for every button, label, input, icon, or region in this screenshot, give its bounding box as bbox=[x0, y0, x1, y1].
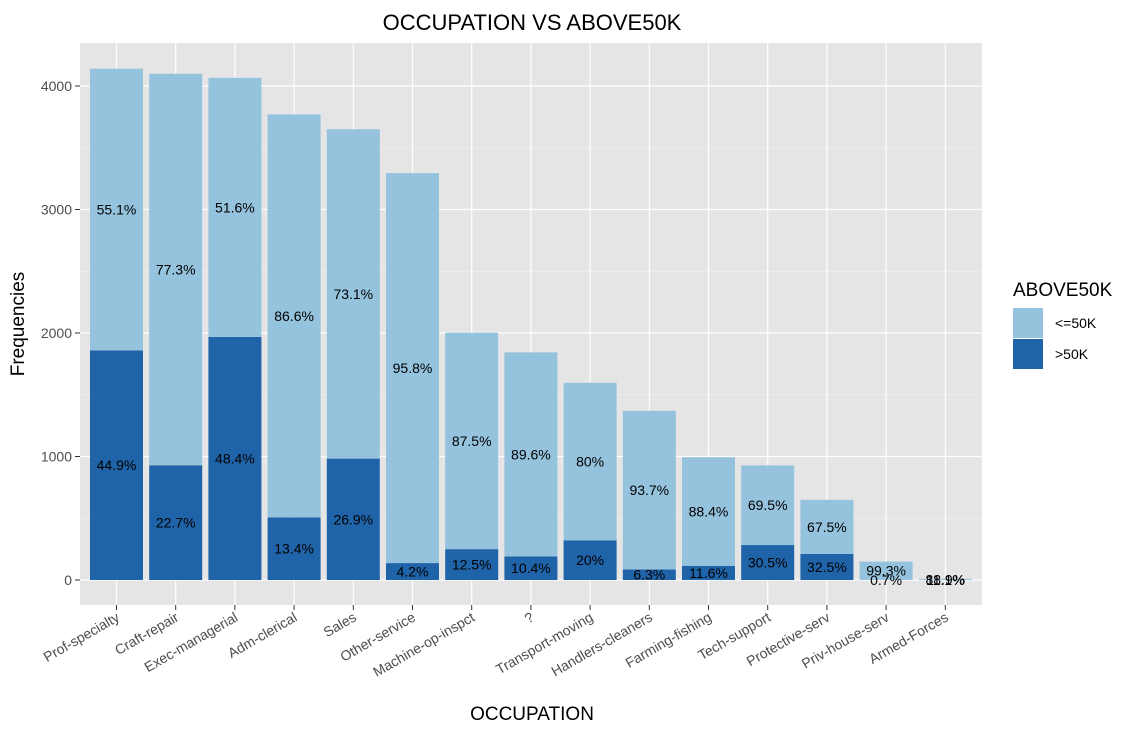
bar-label-above50k: 4.2% bbox=[397, 564, 429, 580]
y-axis-title: Frequencies bbox=[8, 272, 29, 377]
bar-label-above50k: 6.3% bbox=[633, 567, 665, 583]
bar-below50k-3 bbox=[267, 114, 321, 518]
bar-above50k-3 bbox=[267, 517, 321, 580]
bar-above50k-0 bbox=[90, 350, 143, 580]
bar-label-below50k: 51.6% bbox=[215, 199, 255, 215]
bar-below50k-5 bbox=[386, 173, 439, 564]
bar-above50k-2 bbox=[208, 336, 262, 580]
y-tick-label: 0 bbox=[64, 572, 72, 588]
x-tick-label: Sales bbox=[320, 609, 358, 640]
bar-label-above50k: 12.5% bbox=[452, 557, 492, 573]
y-axis: 0 1000 2000 3000 4000 bbox=[41, 78, 80, 588]
bar-above50k-8 bbox=[563, 540, 617, 580]
bar-below50k-7 bbox=[504, 352, 558, 557]
bar-label-above50k: 0.7% bbox=[870, 572, 902, 588]
y-tick-label: 1000 bbox=[41, 449, 72, 465]
bar-below50k-4 bbox=[326, 129, 380, 459]
legend-title: ABOVE50K bbox=[1013, 280, 1113, 301]
bar-above50k-12 bbox=[800, 553, 854, 580]
bar-below50k-8 bbox=[563, 382, 617, 541]
bar-below50k-0 bbox=[90, 68, 143, 351]
bar-label-above50k: 22.7% bbox=[156, 515, 196, 531]
bar-above50k-4 bbox=[326, 458, 380, 580]
bar-above50k-9 bbox=[622, 569, 676, 580]
legend: ABOVE50K <=50K >50K bbox=[1013, 280, 1113, 369]
bar-label-below50k: 67.5% bbox=[807, 519, 847, 535]
bar-labels: 55.1% 44.9% 77.3% 22.7% 51.6% 48.4% 86.6% 13.4%… bbox=[97, 199, 966, 588]
y-tick-label: 3000 bbox=[41, 202, 72, 218]
bar-above50k-1 bbox=[149, 465, 203, 580]
bars bbox=[90, 68, 972, 580]
legend-label: <=50K bbox=[1055, 315, 1097, 331]
bar-label-below50k: 87.5% bbox=[452, 433, 492, 449]
bar-below50k-1 bbox=[149, 73, 203, 466]
bar-label-below50k: 55.1% bbox=[97, 202, 137, 218]
y-tick-label: 4000 bbox=[41, 78, 72, 94]
x-tick-label: Machine-op-inspct bbox=[370, 609, 477, 680]
bar-below50k-13 bbox=[859, 561, 913, 580]
legend-label: >50K bbox=[1055, 346, 1089, 362]
bar-label-below50k: 88.9% bbox=[925, 571, 965, 587]
bar-label-above50k: 13.4% bbox=[274, 541, 314, 557]
x-tick-label: Prof-specialty bbox=[41, 609, 122, 665]
bar-label-above50k: 11.6% bbox=[689, 565, 728, 581]
bar-label-below50k: 89.6% bbox=[511, 446, 551, 462]
x-tick-label: ? bbox=[522, 609, 537, 627]
x-axis: Prof-specialtyCraft-repairExec-manageria… bbox=[41, 605, 951, 680]
x-tick-label: Handlers-cleaners bbox=[548, 609, 654, 680]
bar-below50k-10 bbox=[682, 457, 735, 566]
bar-label-above50k: 30.5% bbox=[748, 555, 788, 571]
bar-below50k-14 bbox=[918, 578, 972, 580]
bar-above50k-5 bbox=[386, 563, 439, 580]
bar-label-below50k: 73.1% bbox=[333, 286, 373, 302]
bar-above50k-7 bbox=[504, 556, 558, 580]
bar-label-below50k: 69.5% bbox=[748, 497, 788, 513]
bar-below50k-11 bbox=[741, 465, 795, 546]
bar-below50k-6 bbox=[445, 332, 499, 550]
bar-label-above50k: 32.5% bbox=[807, 559, 847, 575]
chart-title: OCCUPATION VS ABOVE50K bbox=[383, 10, 682, 35]
bar-label-below50k: 93.7% bbox=[629, 482, 669, 498]
bar-label-above50k: 44.9% bbox=[97, 457, 137, 473]
bar-label-below50k: 77.3% bbox=[156, 262, 196, 278]
bar-above50k-11 bbox=[741, 545, 795, 580]
x-axis-title: OCCUPATION bbox=[470, 704, 594, 725]
bar-below50k-2 bbox=[208, 77, 262, 337]
bar-below50k-9 bbox=[622, 410, 676, 570]
bar-label-above50k: 48.4% bbox=[215, 450, 255, 466]
x-tick-label: Transport-moving bbox=[493, 609, 596, 677]
bar-label-below50k: 88.4% bbox=[689, 504, 729, 520]
bar-below50k-12 bbox=[800, 499, 854, 554]
bar-label-above50k: 20% bbox=[576, 552, 604, 568]
bar-label-above50k: 10.4% bbox=[511, 560, 551, 576]
bar-label-below50k: 99.3% bbox=[866, 563, 906, 579]
legend-swatch bbox=[1013, 339, 1043, 369]
bar-label-above50k: 26.9% bbox=[333, 511, 373, 527]
bar-above50k-10 bbox=[682, 565, 735, 580]
bar-label-below50k: 80% bbox=[576, 454, 604, 470]
bar-label-below50k: 86.6% bbox=[274, 308, 314, 324]
bar-above50k-6 bbox=[445, 549, 499, 580]
legend-swatch bbox=[1013, 308, 1043, 338]
bar-label-above50k: 11.1% bbox=[926, 572, 965, 588]
y-tick-label: 2000 bbox=[41, 325, 72, 341]
bar-label-below50k: 95.8% bbox=[393, 360, 433, 376]
